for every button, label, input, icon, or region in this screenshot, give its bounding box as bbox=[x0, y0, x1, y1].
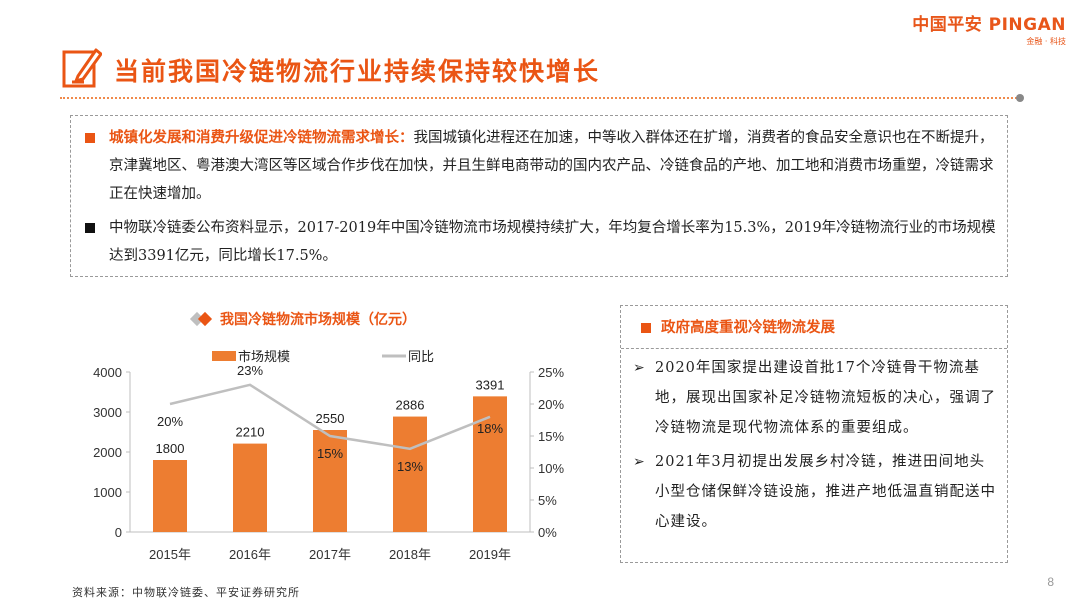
divider-end-dot bbox=[1016, 94, 1024, 102]
square-bullet-icon bbox=[641, 323, 651, 333]
line-value-label: 23% bbox=[237, 363, 263, 378]
policy-heading: 政府高度重视冷链物流发展 bbox=[631, 314, 997, 342]
company-logo: 中国平安 PINGAN 金融 · 科技 bbox=[886, 10, 1066, 47]
y2-tick-label: 20% bbox=[538, 397, 564, 412]
market-size-chart: 市场规模 同比 0 1000 2000 3000 4000 0% 5% 10% 15% 20% 25%… bbox=[93, 349, 564, 562]
x-tick-label: 2017年 bbox=[309, 547, 351, 562]
policy-item-text: 2021年3月初提出发展乡村冷链，推进田间地头小型仓储保鲜冷链设施，推进产地低温… bbox=[655, 454, 996, 530]
chart-legend: 市场规模 同比 bbox=[212, 349, 434, 364]
legend-label: 市场规模 bbox=[238, 349, 290, 364]
square-bullet-icon bbox=[85, 223, 95, 233]
pencil-note-icon bbox=[62, 48, 102, 88]
paragraph-body: 我国城镇化进程还在加速，中等收入群体还在扩增，消费者的食品安全意识也在不断提升，… bbox=[109, 130, 994, 202]
chart-axes: 0 1000 2000 3000 4000 0% 5% 10% 15% 20% 25% 2015年 20… bbox=[93, 365, 564, 562]
paragraph-market-size: 中物联冷链委公布资料显示，2017-2019年中国冷链物流市场规模持续扩大，年均… bbox=[83, 214, 999, 270]
bar-value-label: 2210 bbox=[236, 425, 265, 440]
bar bbox=[393, 416, 427, 532]
policy-item: ➢ 2020年国家提出建设首批17个冷链骨干物流基地，展现出国家补足冷链物流短板… bbox=[631, 353, 997, 443]
bar bbox=[233, 443, 267, 532]
page-title: 当前我国冷链物流行业持续保持较快增长 bbox=[114, 57, 601, 86]
bar-value-label: 1800 bbox=[156, 441, 185, 456]
chart-title-group: 我国冷链物流市场规模（亿元） bbox=[189, 309, 416, 329]
x-tick-label: 2016年 bbox=[229, 547, 271, 562]
paragraph-demand: 城镇化发展和消费升级促进冷链物流需求增长：我国城镇化进程还在加速，中等收入群体还… bbox=[83, 124, 999, 208]
line-value-label: 15% bbox=[317, 446, 343, 461]
x-tick-label: 2015年 bbox=[149, 547, 191, 562]
y2-tick-label: 15% bbox=[538, 429, 564, 444]
y-tick-label: 0 bbox=[115, 525, 122, 540]
y-tick-label: 2000 bbox=[93, 445, 122, 460]
policy-heading-text: 政府高度重视冷链物流发展 bbox=[661, 319, 835, 336]
bar bbox=[313, 430, 347, 532]
y-tick-label: 1000 bbox=[93, 485, 122, 500]
logo-brand: 中国平安 PINGAN bbox=[912, 15, 1066, 35]
arrow-bullet-icon: ➢ bbox=[633, 454, 646, 470]
policy-divider bbox=[621, 348, 1007, 349]
policy-box: 政府高度重视冷链物流发展 ➢ 2020年国家提出建设首批17个冷链骨干物流基地，… bbox=[620, 305, 1008, 563]
x-tick-label: 2019年 bbox=[469, 547, 511, 562]
line-value-label: 18% bbox=[477, 421, 503, 436]
bar-value-label: 2886 bbox=[396, 398, 425, 413]
summary-box: 城镇化发展和消费升级促进冷链物流需求增长：我国城镇化进程还在加速，中等收入群体还… bbox=[70, 115, 1008, 277]
policy-item-text: 2020年国家提出建设首批17个冷链骨干物流基地，展现出国家补足冷链物流短板的决… bbox=[655, 360, 996, 436]
policy-item: ➢ 2021年3月初提出发展乡村冷链，推进田间地头小型仓储保鲜冷链设施，推进产地… bbox=[631, 447, 997, 537]
bar-value-label: 2550 bbox=[316, 411, 345, 426]
y2-tick-label: 10% bbox=[538, 461, 564, 476]
logo-tagline: 金融 · 科技 bbox=[1026, 37, 1066, 46]
y2-tick-label: 5% bbox=[538, 493, 557, 508]
paragraph-body: 中物联冷链委公布资料显示，2017-2019年中国冷链物流市场规模持续扩大，年均… bbox=[109, 220, 996, 264]
y2-tick-label: 0% bbox=[538, 525, 557, 540]
bar bbox=[473, 396, 507, 532]
line-value-label: 20% bbox=[157, 414, 183, 429]
source-note: 资料来源：中物联冷链委、平安证券研究所 bbox=[72, 586, 300, 599]
title-divider bbox=[60, 97, 1020, 99]
chart-title: 我国冷链物流市场规模（亿元） bbox=[220, 312, 416, 328]
line-value-label: 13% bbox=[397, 459, 423, 474]
data-labels: 1800 2210 2550 2886 3391 20% 23% 15% 13% 18% bbox=[156, 363, 505, 474]
y2-tick-label: 25% bbox=[538, 365, 564, 380]
square-bullet-icon bbox=[85, 133, 95, 143]
bar-value-label: 3391 bbox=[476, 377, 505, 392]
paragraph-highlight: 城镇化发展和消费升级促进冷链物流需求增长： bbox=[109, 129, 414, 146]
page-number: 8 bbox=[1047, 575, 1054, 589]
legend-label: 同比 bbox=[408, 349, 434, 364]
x-tick-label: 2018年 bbox=[389, 547, 431, 562]
bar bbox=[153, 460, 187, 532]
legend-swatch-bar bbox=[212, 351, 236, 361]
line-series-path bbox=[169, 383, 491, 451]
y-tick-label: 4000 bbox=[93, 365, 122, 380]
arrow-bullet-icon: ➢ bbox=[633, 360, 646, 376]
line-series bbox=[169, 383, 491, 451]
y-tick-label: 3000 bbox=[93, 405, 122, 420]
bar-series bbox=[153, 396, 507, 532]
